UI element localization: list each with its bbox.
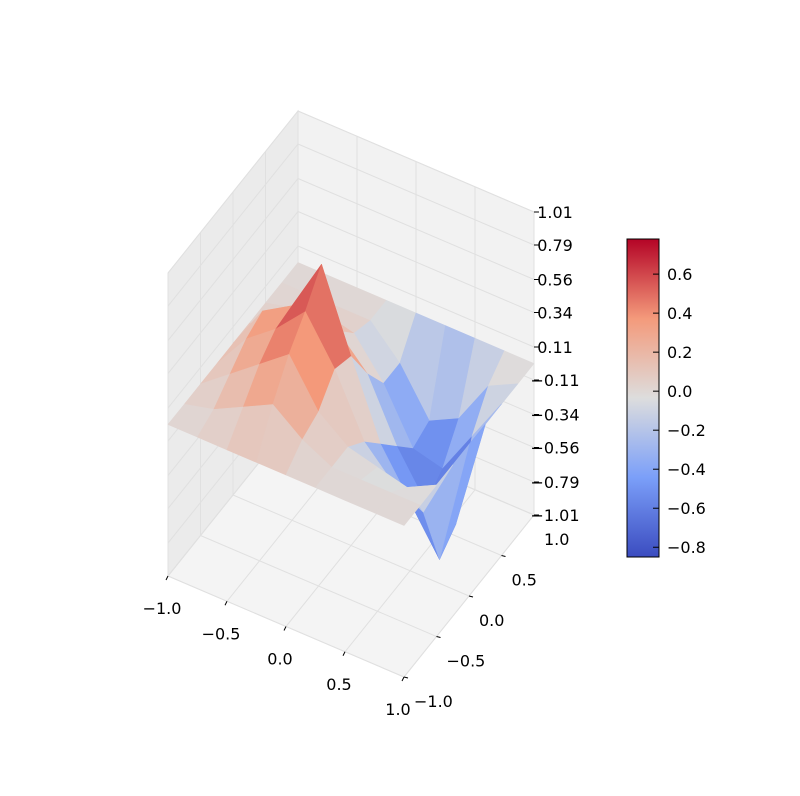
colorbar-tick-label: 0.4 bbox=[667, 304, 692, 323]
y-tick bbox=[403, 676, 409, 679]
z-tick-label: −0.34 bbox=[530, 406, 579, 425]
surface-mesh bbox=[167, 262, 535, 560]
z-tick-label: 0.79 bbox=[537, 236, 573, 255]
x-tick bbox=[165, 575, 169, 581]
colorbar-tick-label: 0.0 bbox=[667, 382, 692, 401]
z-tick-label: −0.11 bbox=[530, 371, 579, 390]
x-tick bbox=[224, 601, 228, 606]
grid-line-z bbox=[167, 143, 535, 307]
y-tick bbox=[468, 595, 474, 598]
z-tick-label: −0.79 bbox=[530, 473, 579, 492]
z-tick-label: −0.56 bbox=[530, 439, 579, 458]
colorbar-gradient bbox=[626, 238, 660, 558]
z-tick-label: 0.11 bbox=[537, 338, 573, 357]
colorbar-tick-label: −0.8 bbox=[667, 538, 706, 557]
x-tick bbox=[401, 676, 405, 682]
x-tick bbox=[283, 626, 287, 631]
y-tick-label: −1.0 bbox=[414, 692, 453, 711]
y-tick bbox=[501, 555, 506, 557]
colorbar: 0.6 0.4 0.2 0.0 −0.2 −0.4 −0.6 −0.8 bbox=[626, 238, 706, 558]
x-tick bbox=[342, 651, 346, 656]
colorbar-tick-label: 0.6 bbox=[667, 265, 692, 284]
x-tick-label: 0.0 bbox=[267, 650, 292, 669]
colorbar-tick-label: −0.4 bbox=[667, 460, 706, 479]
colorbar-tick-label: 0.2 bbox=[667, 343, 692, 362]
z-tick-label: 1.01 bbox=[537, 203, 573, 222]
z-tick-label: 0.56 bbox=[537, 271, 573, 290]
grid-line-z bbox=[167, 110, 535, 274]
grid-line-z bbox=[167, 245, 535, 409]
surface-patch bbox=[374, 492, 421, 526]
y-tick-label: 0.0 bbox=[479, 611, 504, 630]
grid-line-z bbox=[167, 177, 535, 341]
y-tick-label: −0.5 bbox=[447, 652, 486, 671]
x-tick-label: −0.5 bbox=[202, 624, 241, 643]
z-tick-label: 0.34 bbox=[537, 304, 573, 323]
colorbar-tick-label: −0.2 bbox=[667, 421, 706, 440]
y-tick bbox=[436, 636, 441, 638]
axis-ticks: −1.0−0.50.00.51.0 −1.0−0.50.00.51.0−1.01−… bbox=[143, 203, 580, 719]
x-tick-label: −1.0 bbox=[143, 599, 182, 618]
grid-line-z bbox=[167, 210, 535, 374]
x-tick-label: 0.5 bbox=[326, 675, 351, 694]
z-tick-label: −1.01 bbox=[530, 506, 579, 525]
y-tick-label: 0.5 bbox=[512, 571, 537, 590]
y-tick-label: 1.0 bbox=[544, 530, 569, 549]
x-tick-label: 1.0 bbox=[385, 700, 410, 719]
colorbar-tick-label: −0.6 bbox=[667, 499, 706, 518]
